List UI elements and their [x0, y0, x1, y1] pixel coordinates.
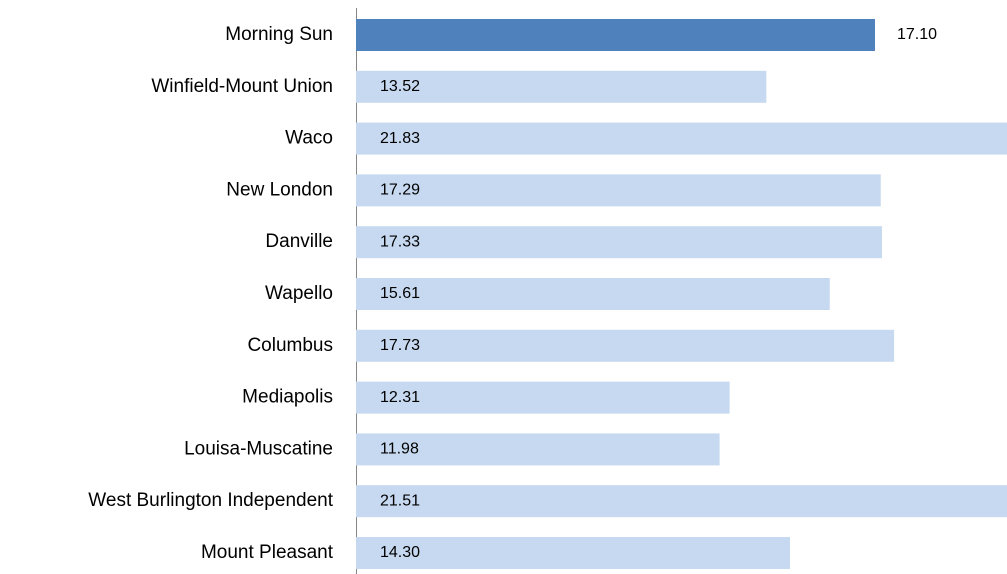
bar — [356, 485, 1007, 518]
value-label: 17.29 — [380, 182, 420, 199]
bar — [356, 278, 830, 310]
category-label: Mediapolis — [242, 387, 333, 408]
bar — [356, 122, 1007, 155]
bar — [356, 381, 730, 414]
value-label: 17.10 — [897, 26, 937, 43]
category-label: Wapello — [265, 283, 333, 304]
category-label: West Burlington Independent — [88, 490, 333, 511]
category-label: Mount Pleasant — [201, 542, 334, 563]
value-label: 13.52 — [380, 78, 420, 95]
value-label: 11.98 — [380, 441, 419, 458]
category-label: Danville — [265, 231, 333, 252]
value-label: 15.61 — [380, 285, 420, 302]
value-label: 14.30 — [380, 544, 420, 561]
bars — [356, 19, 1007, 569]
bar — [356, 226, 882, 259]
category-label: Morning Sun — [225, 24, 333, 45]
bar — [356, 19, 875, 51]
category-label: Louisa-Muscatine — [184, 438, 333, 459]
category-label: Waco — [285, 128, 333, 149]
category-label: Columbus — [247, 335, 333, 356]
bar — [356, 70, 767, 103]
category-label: Winfield-Mount Union — [151, 76, 333, 97]
value-label: 12.31 — [380, 389, 420, 406]
bar — [356, 433, 720, 466]
category-label: New London — [226, 179, 333, 200]
bar — [356, 537, 790, 569]
bar — [356, 329, 895, 362]
value-label: 21.51 — [380, 492, 420, 509]
value-label: 17.73 — [380, 337, 420, 354]
value-label: 17.33 — [380, 233, 420, 250]
bar — [356, 174, 881, 207]
value-label: 21.83 — [380, 130, 420, 147]
